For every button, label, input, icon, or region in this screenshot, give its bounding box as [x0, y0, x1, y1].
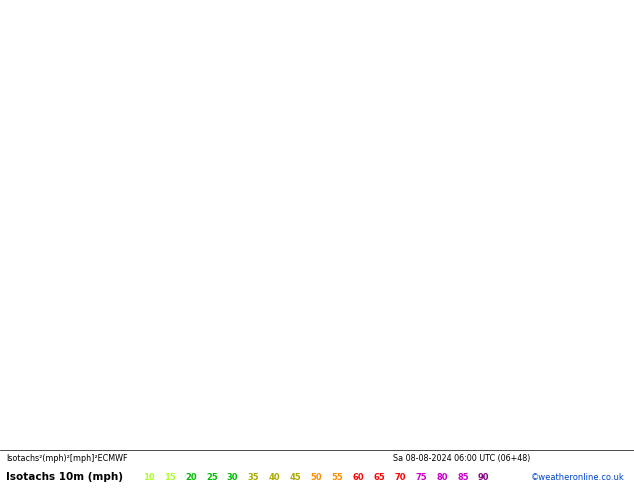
Text: 30: 30: [227, 473, 238, 482]
Text: ©weatheronline.co.uk: ©weatheronline.co.uk: [531, 473, 624, 482]
Text: 45: 45: [290, 473, 301, 482]
Text: 70: 70: [394, 473, 406, 482]
Text: 65: 65: [373, 473, 385, 482]
Text: 10: 10: [143, 473, 155, 482]
Text: 75: 75: [415, 473, 427, 482]
Text: 40: 40: [269, 473, 280, 482]
Text: Sa 08-08-2024 06:00 UTC (06+48): Sa 08-08-2024 06:00 UTC (06+48): [393, 454, 531, 463]
Text: 85: 85: [457, 473, 469, 482]
Text: 35: 35: [248, 473, 259, 482]
Text: Isotachs 10m (mph): Isotachs 10m (mph): [6, 472, 124, 482]
Text: 15: 15: [164, 473, 176, 482]
Text: 25: 25: [206, 473, 217, 482]
Text: 60: 60: [353, 473, 364, 482]
Text: 20: 20: [185, 473, 197, 482]
Text: Isotachs²(mph)²[mph]²ECMWF: Isotachs²(mph)²[mph]²ECMWF: [6, 454, 128, 463]
Text: 55: 55: [332, 473, 343, 482]
Text: 80: 80: [436, 473, 448, 482]
Text: 50: 50: [311, 473, 322, 482]
Text: 90: 90: [478, 473, 489, 482]
